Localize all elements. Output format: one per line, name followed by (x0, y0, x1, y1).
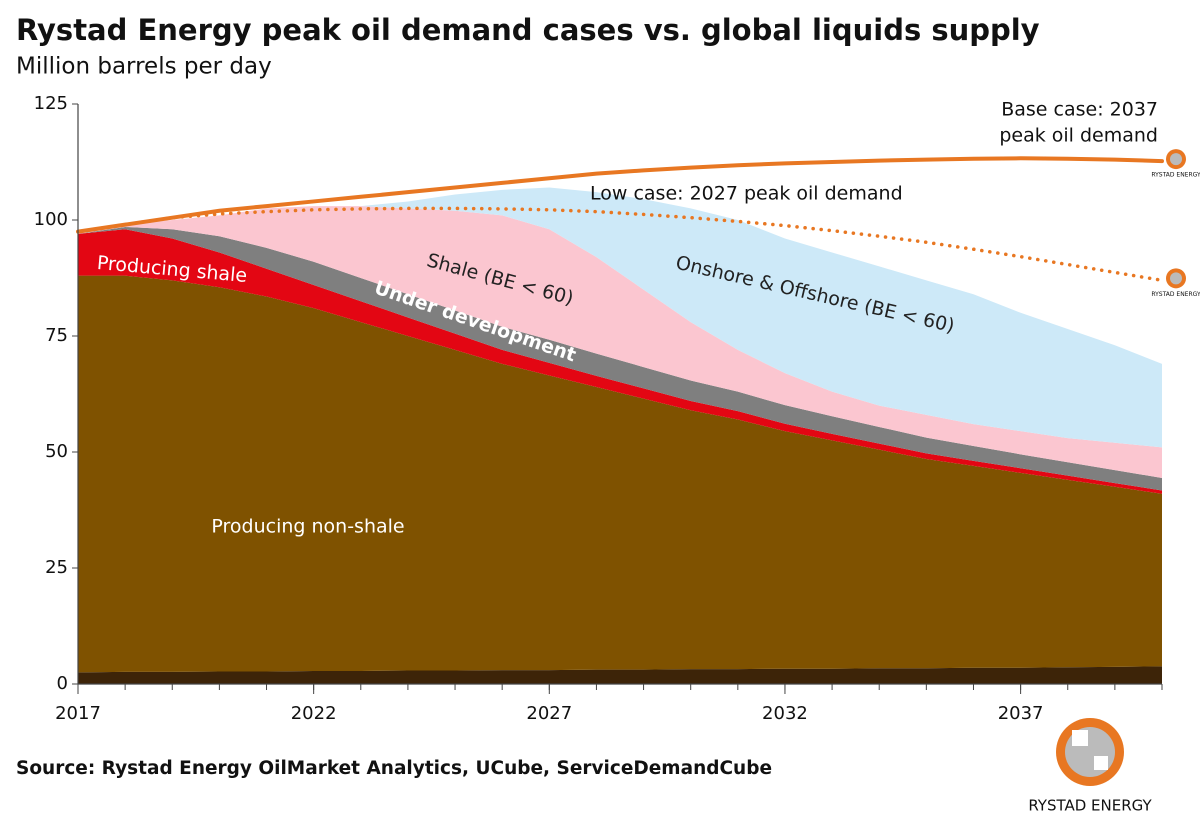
line-annotation: peak oil demand (999, 125, 1158, 147)
y-tick-label: 0 (57, 673, 68, 694)
area-2 (78, 229, 1162, 494)
x-tick-label: 2032 (762, 703, 808, 724)
logo-text: RYSTAD ENERGY (1028, 797, 1152, 815)
line-annotation: Base case: 2037 (1001, 99, 1158, 121)
logo-square (1094, 756, 1108, 770)
x-tick-label: 2017 (55, 703, 101, 724)
logo-icon-inner (1170, 153, 1182, 166)
area-label: Producing non-shale (211, 516, 404, 538)
logo-icon-text: RYSTAD ENERGY (1151, 291, 1200, 298)
x-tick-label: 2022 (291, 703, 337, 724)
line-annotation: Low case: 2027 peak oil demand (590, 183, 903, 205)
x-tick-label: 2037 (998, 703, 1044, 724)
y-tick-label: 50 (45, 441, 68, 462)
demand-line (76, 206, 1164, 283)
y-tick-label: 25 (45, 557, 68, 578)
logo-square (1072, 730, 1088, 746)
area-0 (78, 666, 1162, 684)
logo-icon-inner (1170, 272, 1182, 285)
area-1 (78, 275, 1162, 673)
area-3 (78, 226, 1162, 491)
demand-line (76, 156, 1164, 234)
x-tick-label: 2027 (526, 703, 572, 724)
y-tick-label: 100 (34, 209, 68, 230)
area-4 (78, 206, 1162, 478)
chart-title: Rystad Energy peak oil demand cases vs. … (16, 13, 1040, 47)
logo-icon-text: RYSTAD ENERGY (1151, 172, 1200, 179)
source-note: Source: Rystad Energy OilMarket Analytic… (16, 758, 772, 779)
area-5 (78, 187, 1162, 448)
logo: RYSTAD ENERGY (1028, 718, 1153, 815)
y-tick-label: 125 (34, 93, 68, 114)
y-tick-label: 75 (45, 325, 68, 346)
chart-subtitle: Million barrels per day (16, 54, 272, 80)
